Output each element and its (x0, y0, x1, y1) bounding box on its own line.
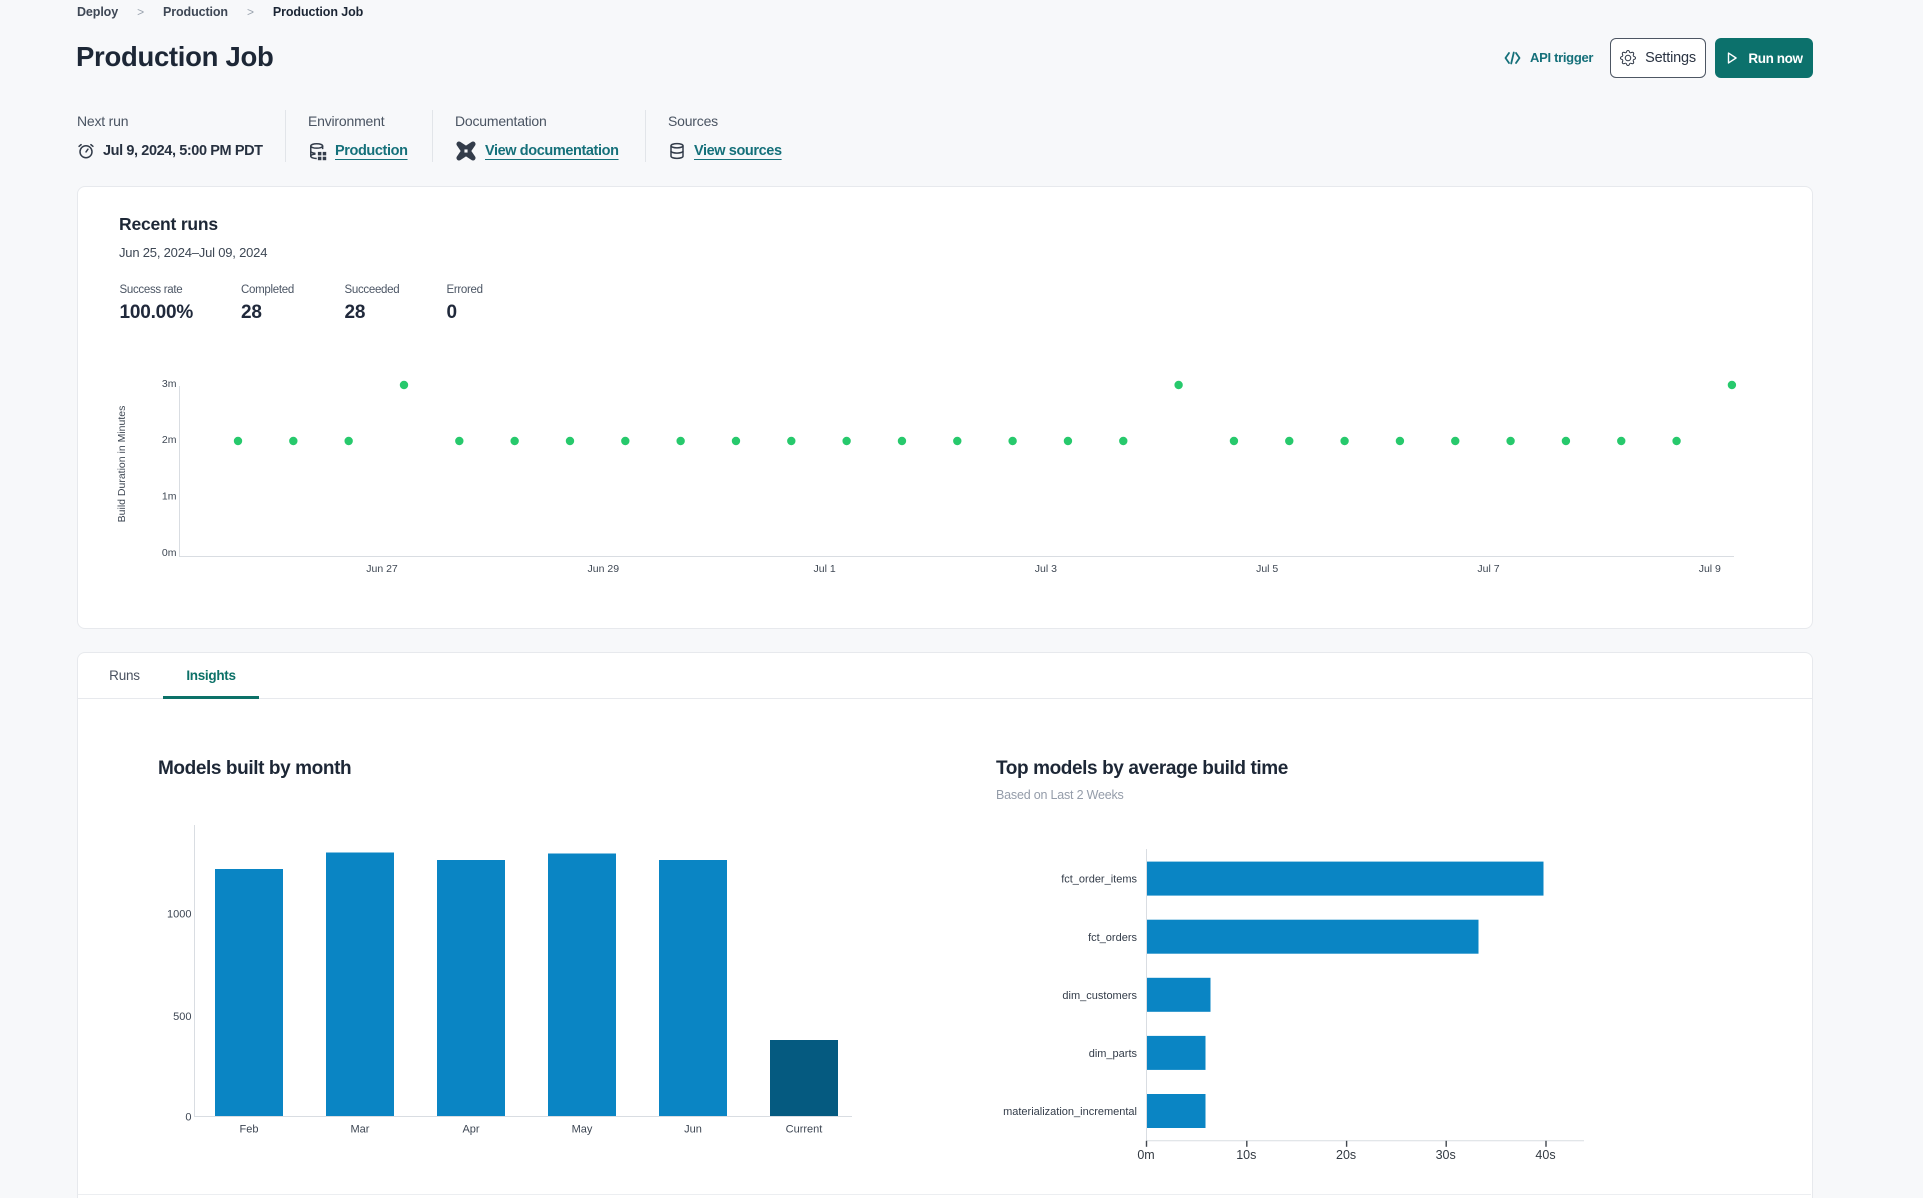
svg-text:Apr: Apr (462, 1124, 479, 1136)
svg-text:Feb: Feb (240, 1124, 259, 1136)
svg-text:40s: 40s (1535, 1148, 1555, 1162)
svg-text:materialization_incremental: materialization_incremental (1003, 1106, 1137, 1118)
svg-text:Jul 9: Jul 9 (1699, 563, 1721, 575)
svg-text:Jun: Jun (684, 1124, 702, 1136)
svg-text:Mar: Mar (351, 1124, 370, 1136)
svg-text:3m: 3m (162, 378, 177, 390)
svg-text:0m: 0m (162, 547, 177, 559)
svg-text:10s: 10s (1236, 1148, 1256, 1162)
svg-text:Current: Current (786, 1124, 823, 1136)
svg-text:dim_customers: dim_customers (1062, 990, 1137, 1002)
svg-text:Jul 1: Jul 1 (814, 563, 836, 575)
svg-text:1000: 1000 (167, 909, 191, 921)
svg-text:fct_orders: fct_orders (1088, 932, 1137, 944)
svg-text:500: 500 (173, 1011, 191, 1023)
svg-text:2m: 2m (162, 434, 177, 446)
svg-text:May: May (572, 1124, 593, 1136)
svg-text:Build Duration in Minutes: Build Duration in Minutes (116, 406, 128, 523)
svg-text:fct_order_items: fct_order_items (1061, 874, 1137, 886)
svg-text:dim_parts: dim_parts (1089, 1048, 1138, 1060)
svg-text:20s: 20s (1336, 1148, 1356, 1162)
svg-text:Jun 27: Jun 27 (366, 563, 398, 575)
svg-text:Jul 3: Jul 3 (1035, 563, 1057, 575)
svg-text:Jul 5: Jul 5 (1256, 563, 1278, 575)
svg-text:Jul 7: Jul 7 (1477, 563, 1499, 575)
svg-text:Jun 29: Jun 29 (588, 563, 620, 575)
svg-text:1m: 1m (162, 491, 177, 503)
svg-text:0: 0 (185, 1112, 191, 1124)
svg-text:0m: 0m (1137, 1148, 1154, 1162)
svg-text:30s: 30s (1436, 1148, 1456, 1162)
